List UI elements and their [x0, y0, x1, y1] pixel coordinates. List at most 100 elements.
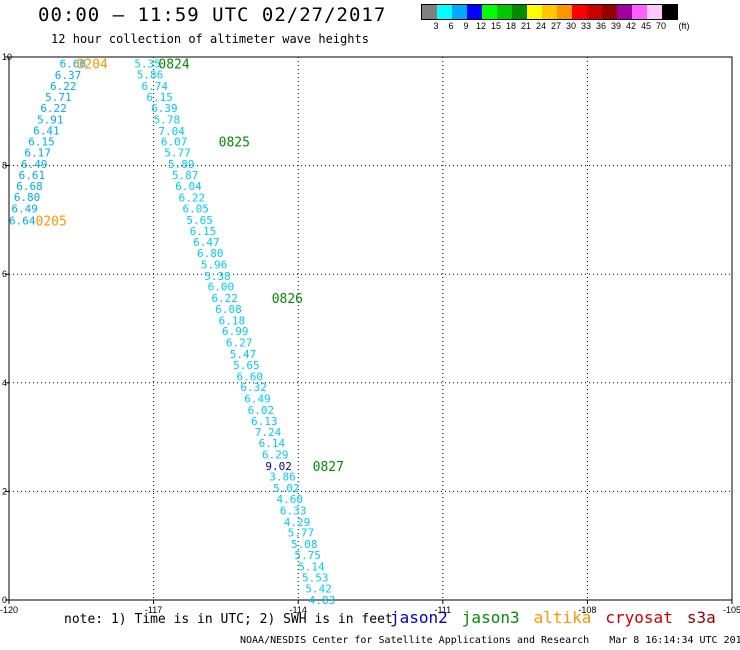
wave-height-value: 5.89	[168, 158, 195, 171]
wave-height-value: 5.87	[172, 169, 199, 182]
wave-height-value: 5.65	[186, 214, 213, 227]
legend-swatch	[632, 5, 647, 19]
wave-height-value: 6.37	[55, 69, 82, 82]
legend-swatch	[617, 5, 632, 19]
generated-timestamp: Mar 8 16:14:34 UTC 2017	[609, 635, 740, 646]
legend-label: 6	[448, 21, 454, 31]
wave-height-value: 6.49	[11, 202, 38, 215]
wave-height-value: 6.80	[197, 247, 224, 260]
wave-height-value: 6.22	[211, 292, 238, 305]
wave-height-value: 5.53	[302, 572, 329, 585]
plot-frame	[8, 56, 733, 601]
legend-swatch	[572, 5, 587, 19]
wave-height-value: 6.68	[60, 58, 87, 71]
legend-label: 33	[580, 21, 591, 31]
pass-time-label: 0826	[272, 292, 303, 307]
wave-height-value: 5.91	[37, 113, 64, 126]
legend-label: 27	[550, 21, 561, 31]
legend-swatch	[557, 5, 572, 19]
wave-height-value: 6.49	[244, 393, 271, 406]
satellite-jason3: jason3	[461, 608, 520, 627]
y-tick-label: 10	[2, 52, 12, 62]
legend-swatch	[602, 5, 617, 19]
wave-height-value: 5.65	[233, 359, 260, 372]
wave-height-value: 6.80	[14, 191, 41, 204]
wave-height-value: 5.96	[201, 258, 228, 271]
y-tick-label: 2	[2, 486, 7, 496]
wave-height-value: 6.68	[16, 180, 43, 193]
wave-height-value: 5.75	[294, 549, 321, 562]
pass-time-label: 0824	[158, 58, 189, 73]
legend-swatch	[662, 5, 677, 19]
x-tick-label: -108	[578, 605, 596, 615]
pass-time-label: 0825	[219, 136, 250, 151]
legend-label: 9	[463, 21, 469, 31]
wave-height-value: 4.60	[277, 493, 304, 506]
wave-height-value: 6.61	[19, 169, 46, 182]
wave-height-value: 6.60	[237, 370, 264, 383]
wave-height-value: 6.22	[50, 80, 77, 93]
wave-height-value: 6.27	[226, 337, 253, 350]
wave-height-value: 6.14	[259, 437, 286, 450]
wave-height-value: 6.64	[9, 214, 36, 227]
wave-height-value: 6.74	[142, 80, 169, 93]
legend-swatch	[647, 5, 662, 19]
x-tick-label: -114	[290, 605, 307, 615]
y-tick-label: 0	[2, 595, 7, 605]
legend-swatch	[542, 5, 557, 19]
legend-label: 36	[595, 21, 606, 31]
pass-time-label: 0205	[36, 214, 67, 229]
x-tick-label: -117	[145, 605, 162, 615]
wave-height-value: 7.24	[255, 426, 282, 439]
wave-height-value: 6.15	[190, 225, 217, 238]
wave-height-value: 6.04	[175, 180, 202, 193]
legend-swatch	[452, 5, 467, 19]
legend-label: 12	[475, 21, 486, 31]
wave-height-value: 6.41	[33, 124, 60, 137]
legend-swatch	[527, 5, 542, 19]
wave-height-value: 6.00	[208, 281, 235, 294]
wave-height-value: 6.33	[280, 504, 307, 517]
y-tick-label: 4	[2, 378, 7, 388]
wave-height-value: 6.18	[219, 314, 246, 327]
legend-label: 3	[433, 21, 439, 31]
wave-height-value: 6.47	[193, 236, 220, 249]
legend-label: 24	[535, 21, 546, 31]
wave-height-value: 6.17	[24, 147, 51, 160]
wave-height-value: 6.15	[28, 136, 54, 149]
legend-swatch	[437, 5, 452, 19]
pass-time-label: 0204	[76, 58, 107, 73]
chart-title: 00:00 – 11:59 UTC 02/27/2017	[38, 4, 387, 26]
wave-height-value: 5.77	[164, 147, 191, 160]
wave-height-value: 5.14	[298, 560, 325, 573]
wave-height-value: 6.08	[215, 303, 242, 316]
wave-height-value: 5.35	[134, 58, 161, 71]
wave-height-value: 6.22	[40, 102, 67, 115]
wave-height-value: 6.99	[222, 325, 249, 338]
wave-height-value: 6.05	[183, 202, 210, 215]
satellite-altika: altika	[533, 608, 592, 627]
x-tick-label: -120	[0, 605, 18, 615]
wave-height-value: 5.86	[137, 68, 164, 81]
chart-subtitle: 12 hour collection of altimeter wave hei…	[51, 32, 369, 46]
x-tick-label: -105	[723, 605, 740, 615]
credit-text: NOAA/NESDIS Center for Satellite Applica…	[240, 635, 590, 646]
legend-swatch	[467, 5, 482, 19]
satellite-key: jason2 jason3 altika cryosat s3a	[390, 608, 730, 627]
wave-height-value: 9.02	[265, 460, 292, 473]
wave-height-value: 6.32	[240, 381, 266, 394]
legend-label: 39	[610, 21, 621, 31]
legend-swatch	[482, 5, 497, 19]
footnote: note: 1) Time is in UTC; 2) SWH is in fe…	[64, 612, 393, 627]
legend-unit: (ft)	[678, 21, 690, 31]
wave-height-value: 5.77	[288, 527, 315, 540]
legend-label: 18	[505, 21, 516, 31]
wave-height-value: 6.39	[151, 102, 178, 115]
wave-height-value: 6.02	[248, 404, 275, 417]
legend-label: 42	[625, 21, 636, 31]
wave-height-value: 4.29	[284, 516, 311, 529]
satellite-jason2: jason2	[390, 608, 448, 627]
legend-swatch	[587, 5, 602, 19]
satellite-cryosat: cryosat	[605, 608, 673, 627]
